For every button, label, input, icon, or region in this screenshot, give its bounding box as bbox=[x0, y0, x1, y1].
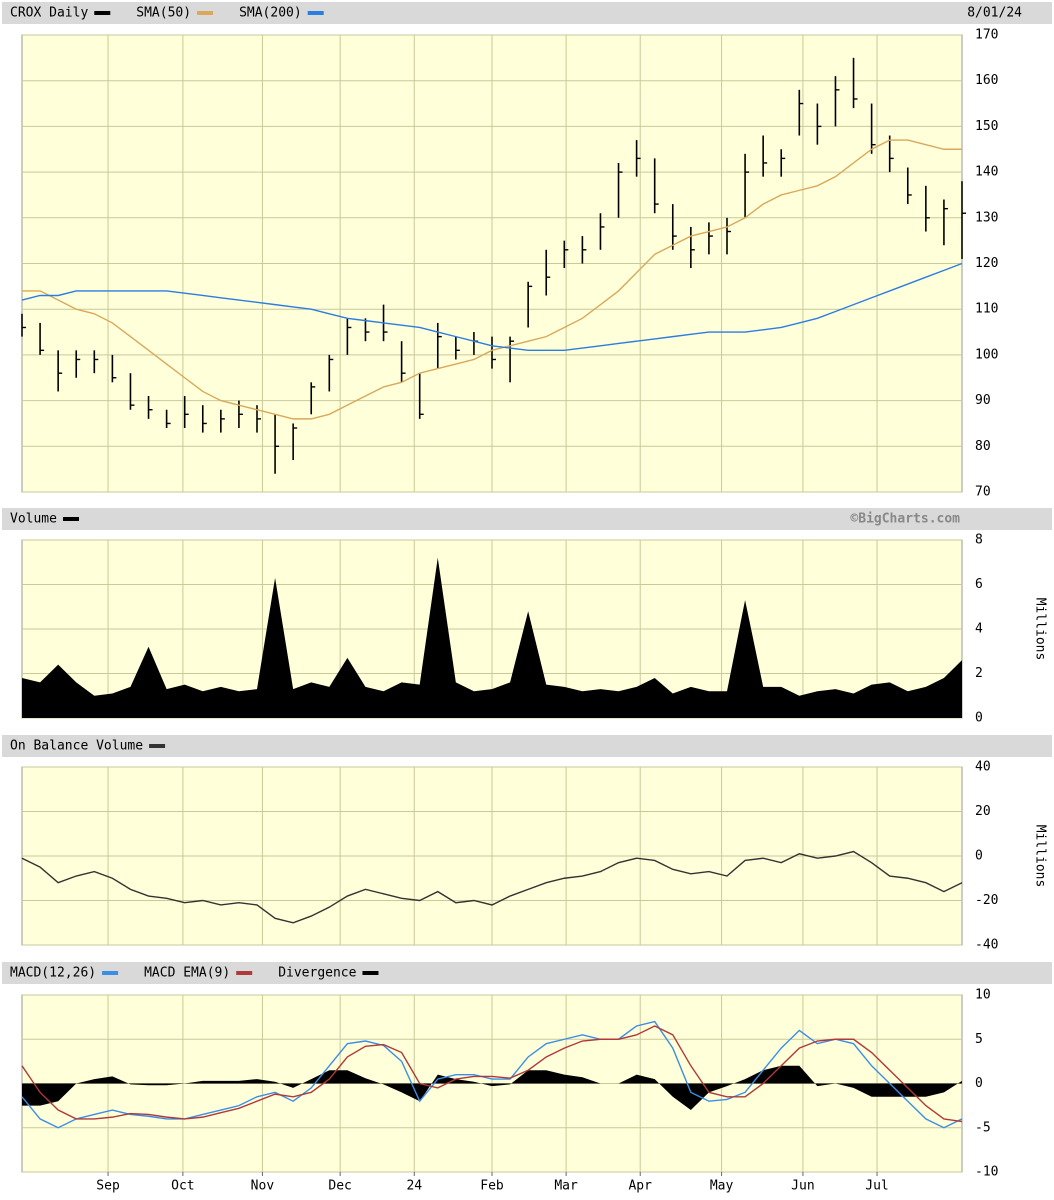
legend-swatch bbox=[62, 517, 79, 521]
y-tick-label: -20 bbox=[975, 893, 998, 908]
y-tick-label: 120 bbox=[975, 256, 998, 271]
legend-label: Divergence bbox=[278, 966, 356, 981]
y-tick-label: 0 bbox=[975, 849, 983, 864]
y-tick-label: 8 bbox=[975, 533, 983, 548]
legend-swatch bbox=[197, 11, 214, 15]
series-area bbox=[22, 557, 962, 718]
y-tick-label: -40 bbox=[975, 938, 998, 953]
x-tick-label: Jun bbox=[791, 1179, 814, 1194]
y-tick-label: 150 bbox=[975, 119, 998, 134]
legend-swatch bbox=[307, 11, 324, 15]
x-tick-label: Nov bbox=[251, 1179, 275, 1194]
y-tick-label: 5 bbox=[975, 1032, 983, 1047]
y-tick-label: 140 bbox=[975, 165, 998, 180]
series-line bbox=[21, 262, 963, 352]
y-tick-label: 4 bbox=[975, 622, 983, 637]
y-tick-label: 170 bbox=[975, 28, 998, 43]
credit: ©BigCharts.com bbox=[850, 512, 960, 527]
y-tick-label: 90 bbox=[975, 393, 991, 408]
legend-label: Volume bbox=[10, 512, 57, 527]
y-tick-label: 40 bbox=[975, 760, 991, 775]
y-axis-label: Millions bbox=[1033, 598, 1048, 661]
series-line bbox=[21, 1025, 963, 1123]
legend-swatch bbox=[94, 11, 111, 15]
legend-swatch bbox=[236, 971, 253, 975]
y-tick-label: 70 bbox=[975, 485, 991, 500]
y-tick-label: 0 bbox=[975, 1076, 983, 1091]
y-tick-label: 0 bbox=[975, 711, 983, 726]
y-axis-label: Millions bbox=[1033, 825, 1048, 888]
legend-swatch bbox=[362, 971, 379, 975]
x-tick-label: Apr bbox=[628, 1179, 652, 1194]
series-line bbox=[21, 850, 963, 924]
y-tick-label: -10 bbox=[975, 1165, 998, 1180]
y-tick-label: 100 bbox=[975, 347, 998, 362]
x-tick-label: Oct bbox=[171, 1179, 194, 1194]
series-line bbox=[22, 139, 962, 420]
legend-label: MACD EMA(9) bbox=[144, 966, 230, 981]
y-tick-label: 20 bbox=[975, 804, 991, 819]
x-tick-label: Sep bbox=[96, 1179, 120, 1194]
y-tick-label: -5 bbox=[975, 1120, 991, 1135]
date-label: 8/01/24 bbox=[967, 6, 1022, 21]
x-tick-label: May bbox=[710, 1179, 734, 1194]
y-tick-label: 160 bbox=[975, 73, 998, 88]
panel-header bbox=[2, 508, 1052, 530]
legend-label: On Balance Volume bbox=[10, 739, 143, 754]
y-tick-label: 110 bbox=[975, 302, 998, 317]
y-tick-label: 130 bbox=[975, 210, 998, 225]
panel-header bbox=[2, 735, 1052, 757]
legend-label: CROX Daily bbox=[10, 6, 88, 21]
y-tick-label: 10 bbox=[975, 988, 991, 1003]
x-tick-label: Feb bbox=[480, 1179, 504, 1194]
x-tick-label: Mar bbox=[554, 1179, 578, 1194]
panel-header bbox=[2, 962, 1052, 984]
y-tick-label: 2 bbox=[975, 666, 983, 681]
legend-swatch bbox=[102, 971, 119, 975]
x-tick-label: Jul bbox=[865, 1179, 888, 1194]
y-tick-label: 6 bbox=[975, 577, 983, 592]
legend-label: MACD(12,26) bbox=[10, 966, 96, 981]
x-tick-label: 24 bbox=[406, 1179, 422, 1194]
panel-header bbox=[2, 2, 1052, 24]
x-tick-label: Dec bbox=[328, 1179, 351, 1194]
legend-label: SMA(200) bbox=[239, 6, 302, 21]
legend-swatch bbox=[149, 744, 166, 748]
legend-label: SMA(50) bbox=[136, 6, 191, 21]
y-tick-label: 80 bbox=[975, 439, 991, 454]
